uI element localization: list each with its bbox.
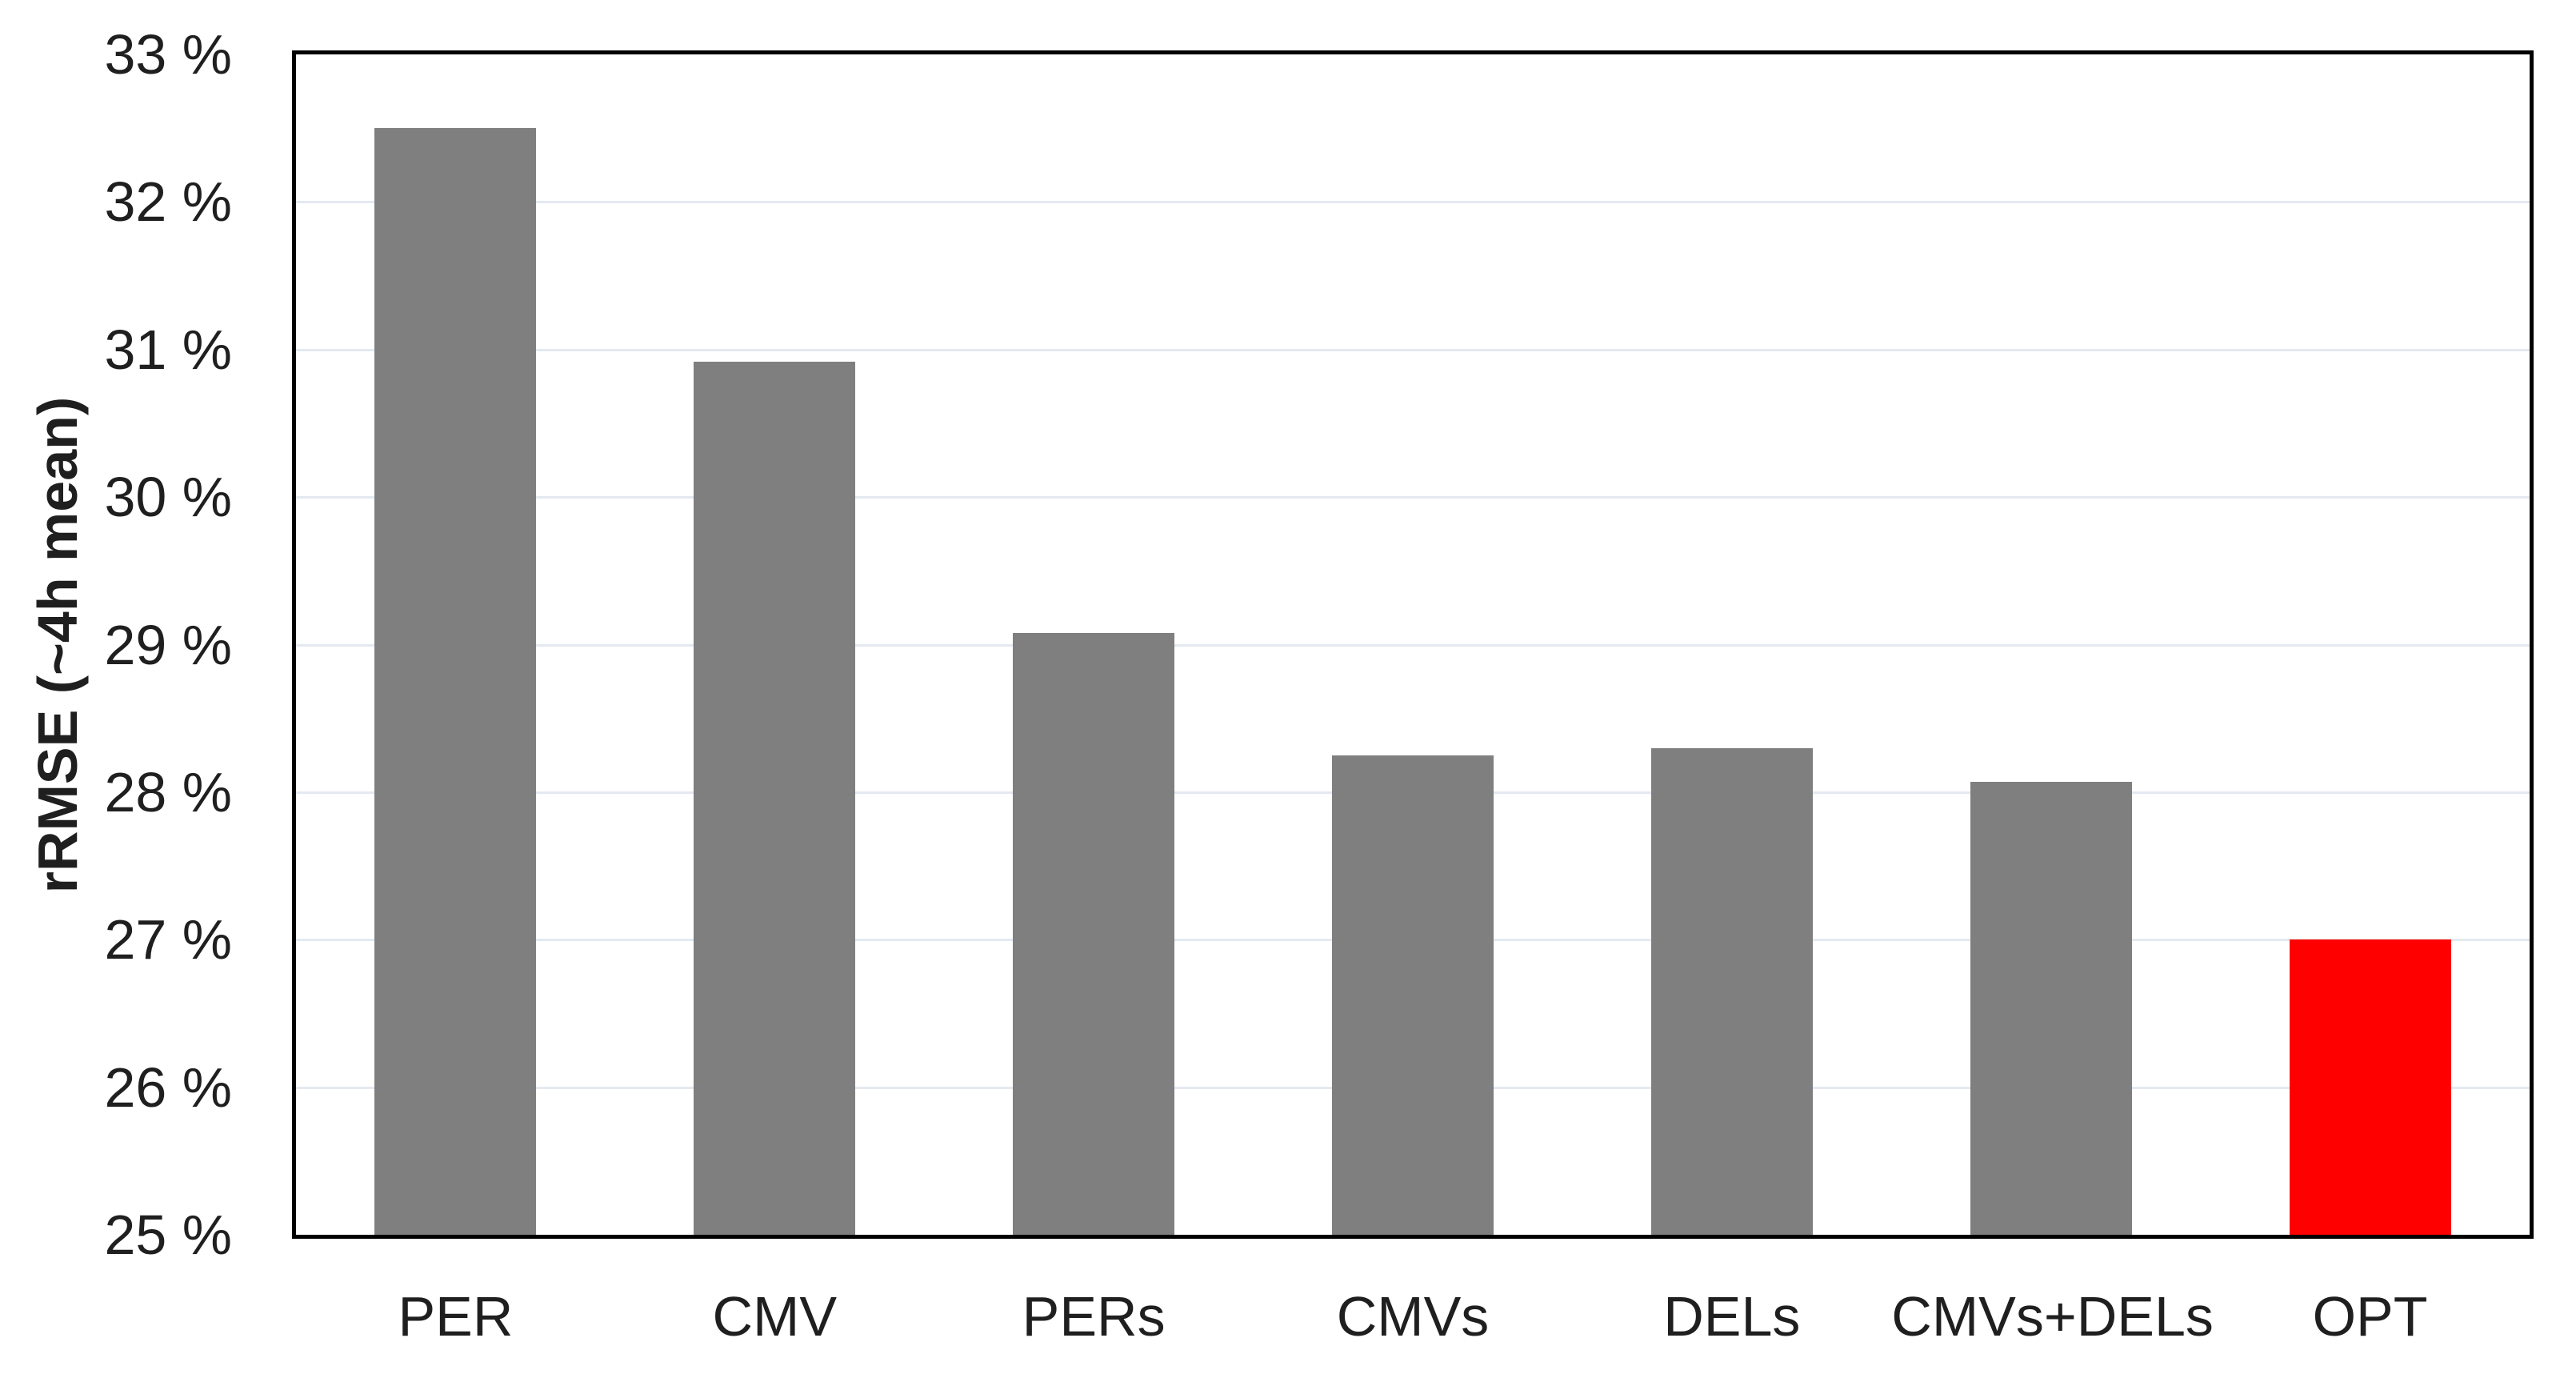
y-tick-label: 27 % <box>104 908 232 971</box>
y-tick-label: 30 % <box>104 466 232 529</box>
x-axis-label: PER <box>398 1285 514 1348</box>
x-axis-label: DELs <box>1663 1285 1801 1348</box>
y-tick-label: 28 % <box>104 760 232 823</box>
gridline <box>296 496 2530 499</box>
gridline <box>296 201 2530 204</box>
gridline <box>296 348 2530 351</box>
bar-CMVs+DELs <box>1970 781 2132 1235</box>
bar-PERs <box>1013 632 1175 1235</box>
x-axis-label: CMV <box>712 1285 838 1348</box>
y-tick-label: 29 % <box>104 613 232 676</box>
bar-PER <box>374 128 537 1235</box>
bar-CMVs <box>1332 755 1494 1235</box>
plot-area <box>292 50 2534 1239</box>
x-axis-label: CMVs+DELs <box>1891 1285 2214 1348</box>
y-tick-label: 26 % <box>104 1056 232 1119</box>
y-tick-label: 32 % <box>104 170 232 234</box>
bar-CMV <box>694 361 856 1235</box>
x-axis-label: CMVs <box>1336 1285 1490 1348</box>
x-axis-label: PERs <box>1022 1285 1166 1348</box>
bar-OPT <box>2289 939 2451 1235</box>
x-axis-label: OPT <box>2312 1285 2428 1348</box>
y-tick-label: 31 % <box>104 318 232 381</box>
y-tick-label: 33 % <box>104 23 232 86</box>
gridline <box>296 643 2530 647</box>
bar-DELs <box>1650 747 1813 1235</box>
y-tick-label: 25 % <box>104 1204 232 1266</box>
y-axis-title: rRMSE (~4h mean) <box>26 396 89 894</box>
